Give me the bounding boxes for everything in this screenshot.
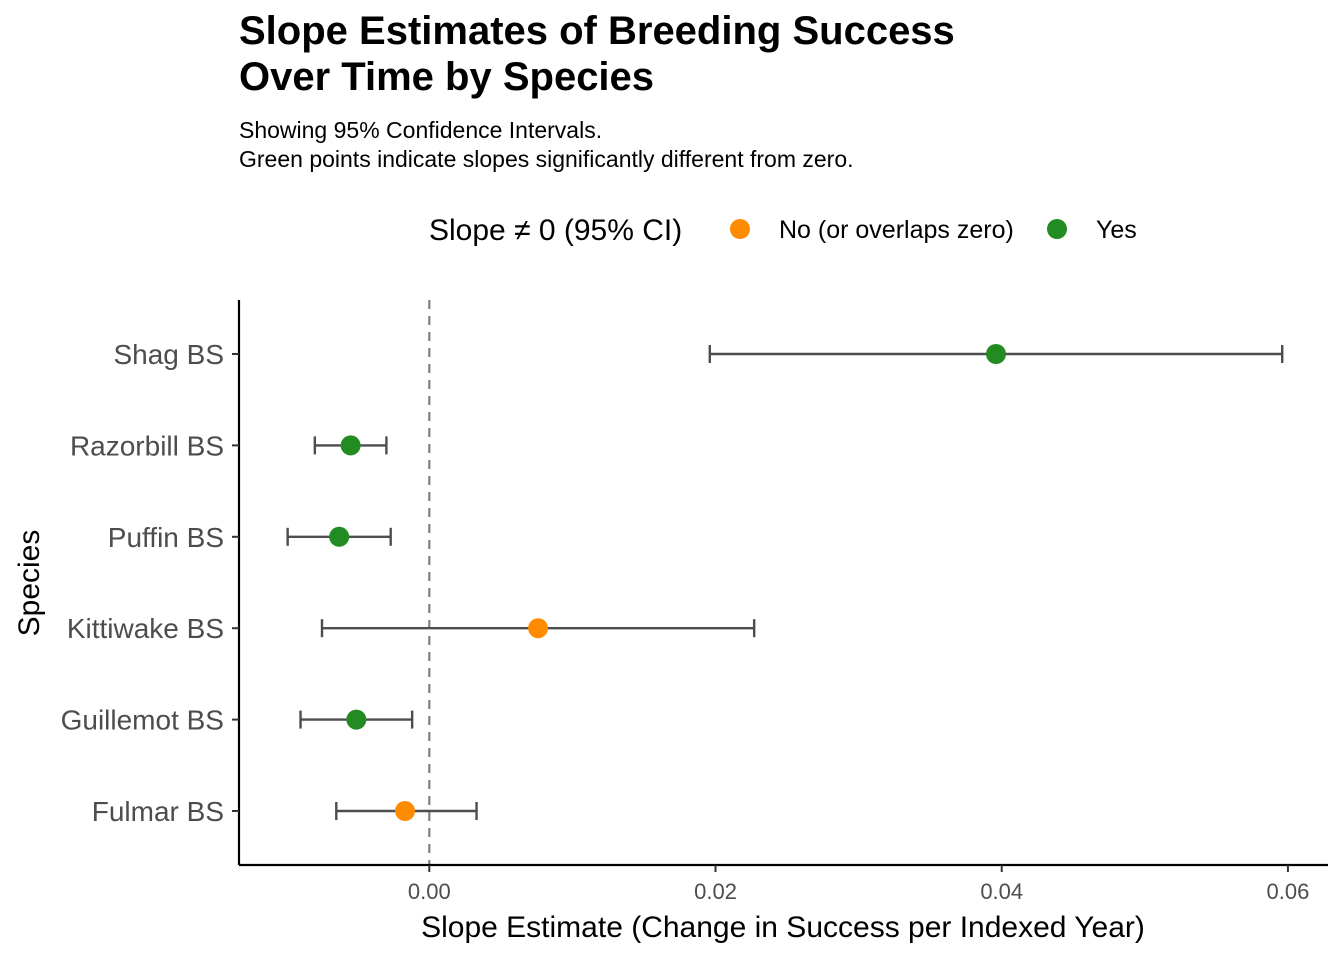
estimate-point: [528, 618, 549, 639]
legend-title: Slope ≠ 0 (95% CI): [429, 214, 682, 247]
data-point-group: [299, 709, 414, 730]
estimate-point: [394, 801, 415, 821]
x-tick-label: 0.02: [694, 879, 737, 904]
x-tick-label: 0.04: [980, 879, 1023, 904]
chart-subtitle: Showing 95% Confidence Intervals. Green …: [239, 117, 854, 172]
plot-area: 0.00 0.02 0.04 0.06 Shag BS Razorbill BS Puffi…: [61, 300, 1328, 904]
y-tick-label: Fulmar BS: [92, 796, 224, 827]
legend-label-no: No (or overlaps zero): [779, 216, 1014, 244]
y-axis-label: Species: [13, 530, 46, 637]
estimate-point: [986, 344, 1007, 364]
data-point-group: [313, 435, 388, 456]
data-point-group: [335, 801, 478, 821]
chart-title: Slope Estimates of Breeding Success Over…: [239, 9, 955, 99]
data-point-group: [286, 526, 392, 547]
y-tick-label: Shag BS: [113, 339, 224, 370]
legend: Slope ≠ 0 (95% CI) No (or overlaps zero) Y…: [429, 214, 1137, 247]
y-tick-label: Puffin BS: [108, 522, 224, 553]
data-point-group: [708, 344, 1284, 364]
estimate-point: [346, 709, 367, 730]
y-tick-label: Kittiwake BS: [67, 613, 224, 644]
estimate-point: [340, 435, 361, 456]
legend-swatch-no: [730, 219, 750, 239]
y-tick-label: Razorbill BS: [70, 430, 224, 461]
data-point-group: [320, 618, 756, 639]
x-tick-label: 0.00: [408, 879, 451, 904]
y-tick-label: Guillemot BS: [61, 705, 224, 736]
legend-label-yes: Yes: [1096, 216, 1137, 244]
legend-swatch-yes: [1047, 219, 1067, 239]
estimate-point: [329, 526, 350, 547]
x-tick-label: 0.06: [1267, 879, 1310, 904]
x-axis-label: Slope Estimate (Change in Success per In…: [421, 911, 1145, 944]
